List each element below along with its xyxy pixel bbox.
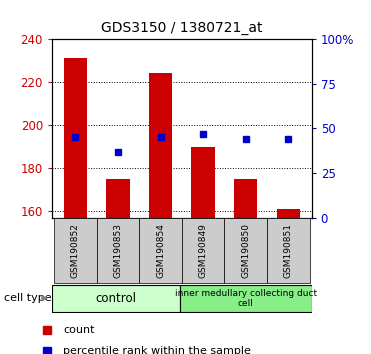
Text: GSM190851: GSM190851	[284, 223, 293, 278]
Text: GSM190854: GSM190854	[156, 223, 165, 278]
Text: count: count	[63, 325, 95, 335]
Bar	[139, 218, 182, 283]
Text: inner medullary collecting duct
cell: inner medullary collecting duct cell	[175, 289, 317, 308]
Text: GSM190852: GSM190852	[71, 223, 80, 278]
Bar	[149, 73, 172, 218]
Bar	[96, 218, 139, 283]
Text: control: control	[95, 292, 136, 305]
Bar	[182, 218, 224, 283]
Bar	[234, 179, 257, 218]
Text: percentile rank within the sample: percentile rank within the sample	[63, 346, 251, 354]
Text: cell type: cell type	[4, 293, 51, 303]
Text: GSM190850: GSM190850	[241, 223, 250, 278]
Bar	[180, 285, 312, 312]
Title: GDS3150 / 1380721_at: GDS3150 / 1380721_at	[101, 21, 263, 35]
Bar	[267, 218, 309, 283]
Bar	[106, 179, 129, 218]
Text: GSM190853: GSM190853	[114, 223, 122, 278]
Bar	[64, 58, 87, 218]
Bar	[191, 147, 215, 218]
Bar	[52, 285, 180, 312]
Bar	[276, 209, 300, 218]
Text: GSM190849: GSM190849	[198, 223, 208, 278]
Bar	[224, 218, 267, 283]
Bar	[54, 218, 96, 283]
